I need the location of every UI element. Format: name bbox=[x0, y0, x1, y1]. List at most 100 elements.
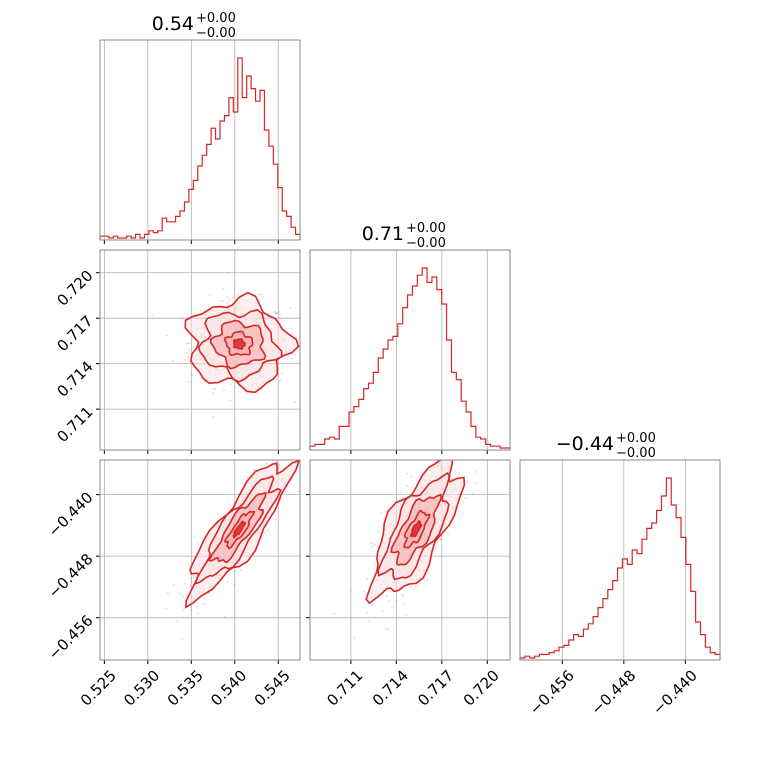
sample-point bbox=[464, 497, 467, 500]
x-tick-label: 0.545 bbox=[251, 666, 294, 709]
sample-point bbox=[212, 415, 215, 418]
sample-point bbox=[172, 583, 175, 586]
title-2: 0.71 +0.00−0.00 bbox=[362, 221, 446, 251]
sample-point bbox=[471, 492, 474, 495]
sample-point bbox=[275, 460, 278, 463]
x-tick-label: −0.440 bbox=[649, 666, 701, 718]
sample-point bbox=[252, 469, 255, 472]
hist-panel-3-frame bbox=[519, 459, 721, 661]
sample-point bbox=[185, 594, 188, 597]
x-tick-label: 0.717 bbox=[414, 666, 457, 709]
sample-point bbox=[176, 620, 179, 623]
title-value: −0.44 bbox=[556, 433, 614, 455]
scatter-panel-2-3-frame bbox=[309, 459, 511, 661]
y-tick-label: 0.720 bbox=[53, 267, 96, 310]
scatter-panel-1-3 bbox=[96, 452, 300, 664]
sample-point bbox=[306, 389, 308, 391]
sample-point bbox=[222, 287, 225, 290]
sample-point bbox=[402, 595, 405, 598]
hist-panel-3-bg bbox=[520, 460, 720, 660]
sample-point bbox=[279, 313, 282, 316]
sample-point bbox=[223, 615, 226, 618]
sample-point bbox=[239, 569, 242, 572]
sample-point bbox=[183, 582, 186, 585]
sample-point bbox=[232, 296, 235, 299]
x-tick-label: −0.456 bbox=[526, 666, 578, 718]
sample-point bbox=[275, 518, 278, 521]
sample-point bbox=[284, 456, 286, 458]
sample-point bbox=[412, 587, 415, 590]
sample-point bbox=[180, 317, 183, 320]
sample-point bbox=[274, 312, 277, 315]
sample-point bbox=[474, 471, 477, 474]
sample-point bbox=[406, 472, 409, 475]
sample-point bbox=[384, 510, 387, 513]
sample-point bbox=[373, 543, 376, 546]
sample-point bbox=[275, 378, 278, 381]
y-tick-label: 0.711 bbox=[53, 403, 96, 446]
sample-point bbox=[446, 532, 449, 535]
sample-point bbox=[377, 530, 380, 533]
sample-point bbox=[409, 476, 412, 479]
sample-point bbox=[433, 457, 435, 459]
sample-point bbox=[260, 293, 263, 296]
sample-point bbox=[434, 546, 437, 549]
sample-point bbox=[202, 602, 205, 605]
hist-panel-1 bbox=[99, 40, 301, 244]
sample-point bbox=[414, 585, 417, 588]
contour-level bbox=[409, 519, 423, 538]
sample-point bbox=[188, 342, 191, 345]
sample-point bbox=[390, 606, 393, 609]
title-value: 0.71 bbox=[362, 223, 404, 245]
sample-point bbox=[368, 620, 371, 623]
sample-point bbox=[278, 463, 281, 466]
sample-point bbox=[181, 638, 184, 641]
hist-step-line bbox=[309, 267, 511, 450]
sample-point bbox=[333, 612, 336, 615]
sample-point bbox=[226, 301, 229, 304]
sample-point bbox=[226, 580, 229, 583]
sample-point bbox=[409, 586, 412, 589]
sample-point bbox=[258, 293, 261, 296]
scatter-panel-2-3-content bbox=[310, 457, 510, 660]
sample-point bbox=[285, 490, 288, 493]
sample-point bbox=[294, 353, 297, 356]
sample-point bbox=[391, 500, 394, 503]
sample-point bbox=[265, 462, 268, 465]
sample-point bbox=[369, 542, 372, 545]
sample-point bbox=[275, 312, 278, 315]
sample-point bbox=[279, 498, 282, 501]
title-lower-error: −0.00 bbox=[616, 446, 656, 461]
sample-point bbox=[254, 468, 257, 471]
sample-point bbox=[182, 609, 185, 612]
title-1: 0.54 +0.00−0.00 bbox=[152, 11, 236, 41]
sample-point bbox=[273, 452, 275, 454]
sample-point bbox=[212, 391, 215, 394]
sample-point bbox=[291, 357, 294, 360]
sample-point bbox=[191, 580, 194, 583]
sample-point bbox=[366, 577, 369, 580]
sample-point bbox=[297, 454, 299, 456]
sample-point bbox=[274, 312, 277, 315]
sample-point bbox=[238, 390, 241, 393]
sample-point bbox=[227, 296, 230, 299]
sample-point bbox=[403, 603, 406, 606]
sample-point bbox=[208, 294, 211, 297]
sample-point bbox=[395, 600, 398, 603]
sample-point bbox=[151, 314, 154, 317]
sample-point bbox=[381, 610, 384, 613]
hist-step-line bbox=[519, 477, 721, 660]
hist-panel-3 bbox=[519, 460, 721, 664]
sample-point bbox=[165, 607, 168, 610]
scatter-panel-2-3 bbox=[306, 457, 510, 664]
sample-point bbox=[216, 513, 219, 516]
sample-point bbox=[186, 352, 189, 355]
sample-point bbox=[165, 334, 168, 337]
sample-point bbox=[185, 342, 188, 345]
sample-point bbox=[204, 602, 207, 605]
sample-point bbox=[362, 590, 365, 593]
sample-point bbox=[426, 579, 429, 582]
y-tick-label: 0.714 bbox=[53, 357, 96, 400]
sample-point bbox=[189, 576, 192, 579]
hist-panel-1-frame bbox=[99, 39, 301, 241]
